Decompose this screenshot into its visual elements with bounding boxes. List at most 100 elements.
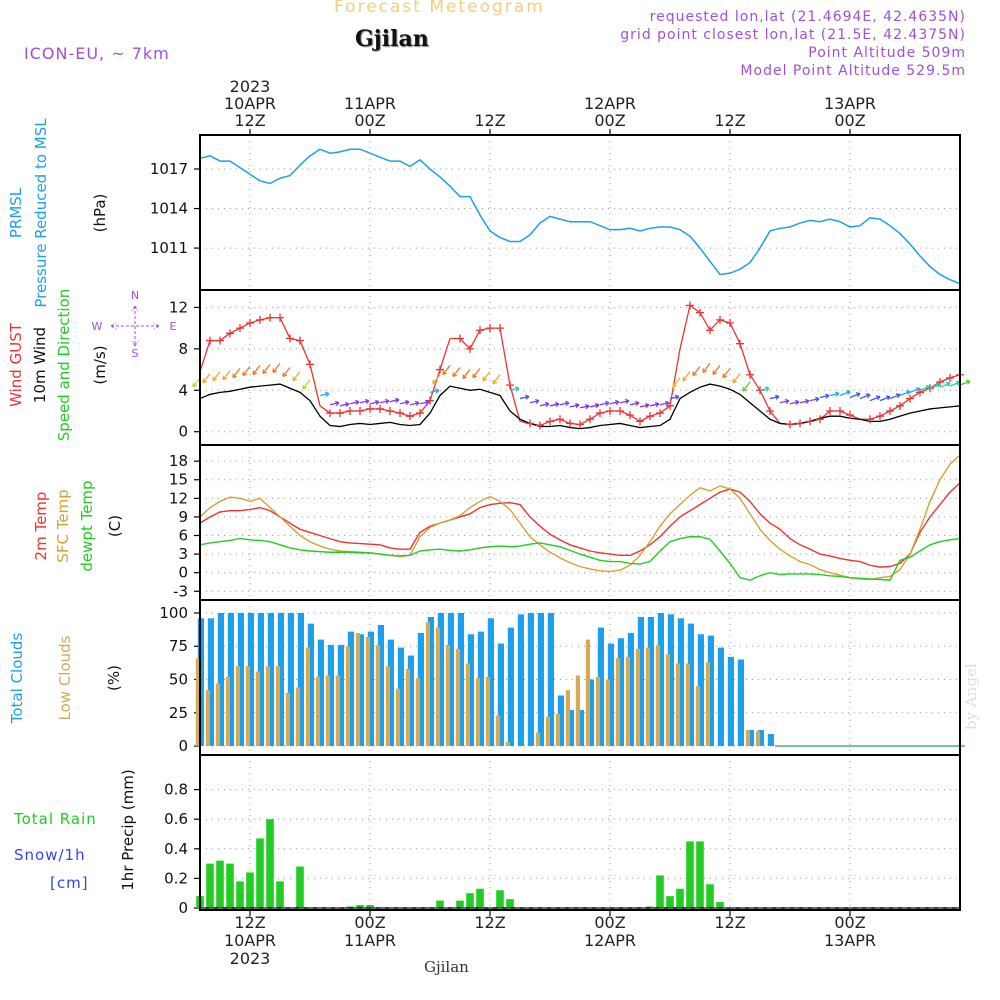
ytick-label: 50 [169, 670, 188, 688]
ytick-label: 1011 [150, 239, 188, 257]
time-label-bottom: 00Z [354, 913, 385, 932]
low-cloud-bar [405, 668, 410, 747]
total-cloud-bar [297, 612, 304, 747]
total-cloud-bar [587, 679, 594, 747]
total-cloud-bar [317, 639, 324, 747]
precip-bar [236, 881, 244, 908]
wind-arrow-head [292, 376, 297, 382]
gust-marker [306, 360, 314, 369]
time-label-bottom: 00Z [594, 913, 625, 932]
wind-speed-line [199, 383, 961, 430]
ytick-label: 0.4 [164, 840, 188, 858]
wind-direction-arrow [809, 398, 820, 402]
ytick-label: 12 [169, 489, 188, 507]
wind-direction-arrow [929, 383, 941, 389]
gust-marker [806, 417, 814, 426]
gust-marker [686, 301, 694, 310]
wind-direction-arrow [589, 404, 600, 408]
wind-direction-arrow [389, 399, 400, 403]
total-cloud-bar [397, 647, 404, 747]
wind-arrow-head [895, 393, 901, 399]
wind-direction-arrow [222, 370, 231, 381]
time-label-bottom: 00Z [834, 913, 865, 932]
ytick-label: 12 [169, 298, 188, 316]
wind-arrow-head [242, 371, 247, 377]
gust-marker [276, 313, 284, 322]
total-cloud-bar [447, 612, 454, 747]
rain-label: Total Rain [13, 810, 97, 828]
wind-direction-arrow [579, 405, 590, 409]
total-cloud-bar [527, 612, 534, 747]
gust-marker [656, 409, 664, 418]
ytick-label: 0.6 [164, 810, 188, 828]
wind-direction-arrow [212, 371, 221, 382]
wind-unit: (m/s) [91, 345, 109, 384]
wind-direction-arrow [692, 366, 701, 376]
total-cloud-bar [477, 631, 484, 747]
wind-direction-arrow [369, 401, 380, 405]
compass-s: S [132, 347, 139, 360]
low-cloud-bar [285, 692, 290, 747]
wind-arrow-head [875, 395, 881, 401]
wind-arrow-head [855, 392, 861, 398]
ytick-label: 6 [178, 527, 188, 545]
total-cloud-bar [537, 612, 544, 747]
ytick-label: 1017 [150, 160, 188, 178]
low-cloud-bar [655, 644, 660, 747]
model-label: ICON-EU, ~ 7km [24, 44, 170, 63]
total-cloud-bar [677, 618, 684, 747]
wind-arrow-head [605, 400, 610, 407]
precip-bar [266, 819, 274, 908]
wind-arrow-head [845, 390, 851, 396]
wind-direction-arrow [462, 369, 471, 379]
total-cloud-bar [697, 634, 704, 747]
ytick-label: 4 [178, 381, 188, 399]
low-cloud-bar [395, 688, 400, 747]
gust-marker [556, 415, 564, 424]
ytick-label: 0 [178, 899, 188, 917]
low-cloud-bar [485, 676, 490, 747]
wind-arrow-head [795, 399, 800, 405]
wind-arrow-head [535, 398, 540, 404]
panel-frame [199, 134, 961, 291]
gust-marker [546, 417, 554, 426]
wind-arrow-head [885, 395, 891, 401]
pressure-unit: (hPa) [91, 194, 109, 233]
low-cloud-bar [335, 675, 340, 747]
wind-direction-arrow [839, 390, 851, 397]
dewpt-line [199, 536, 961, 581]
precip-bar [506, 899, 514, 908]
total-cloud-bar [357, 634, 364, 747]
wind-direction-arrow [629, 402, 640, 406]
gust-marker [906, 394, 914, 403]
wind-direction-arrow [732, 373, 741, 384]
wind-direction-arrow [329, 402, 340, 406]
pressure-label: Pressure Reduced to MSL [32, 118, 50, 308]
wind-direction-arrow [869, 396, 881, 402]
wind-direction-arrow [379, 400, 390, 404]
wind-arrow-head [492, 379, 497, 385]
precip-bar [356, 905, 364, 908]
low-cloud-bar [295, 687, 300, 747]
wind-direction-arrow [319, 392, 330, 397]
point-altitude: Point Altitude 509m [808, 45, 966, 61]
time-label-bottom: 10APR [224, 931, 276, 950]
precip-bar [256, 838, 264, 908]
low-clouds-label: Low Clouds [56, 635, 74, 720]
total-cloud-bar [347, 631, 354, 747]
low-cloud-bar [305, 647, 310, 747]
wind-arrow-head [645, 402, 650, 409]
gust-marker [216, 336, 224, 345]
wind-direction-arrow [889, 393, 901, 400]
low-cloud-bar [365, 636, 370, 747]
snow-unit-label: [cm] [50, 874, 89, 892]
sfc-temp-line [199, 454, 961, 581]
total-cloud-bar [577, 710, 584, 747]
precip-bar [496, 890, 504, 908]
low-cloud-bar [645, 647, 650, 747]
wind-arrow-head [192, 382, 197, 388]
time-label-top: 00Z [834, 111, 865, 130]
time-label-bottom: 12Z [474, 913, 505, 932]
wind-arrow-head [325, 391, 330, 397]
low-cloud-bar [465, 663, 470, 747]
